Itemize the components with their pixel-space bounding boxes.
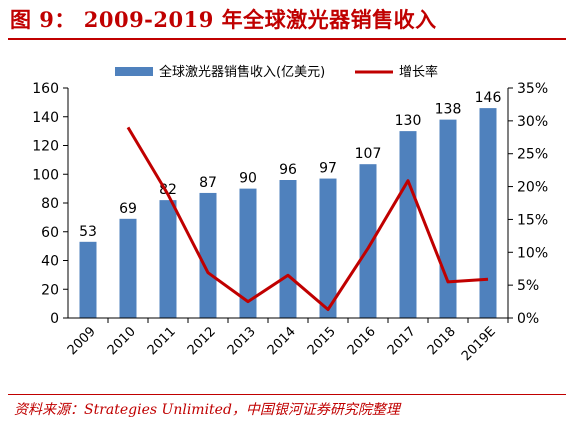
bar-value-label: 69 [119, 201, 137, 217]
x-tick-label: 2012 [185, 324, 219, 358]
bar-value-label: 96 [279, 162, 297, 178]
y2-tick-label: 5% [517, 278, 539, 294]
bar-value-label: 97 [319, 161, 337, 177]
y2-tick-label: 35% [517, 81, 548, 97]
bar-value-label: 138 [435, 102, 462, 118]
legend: 全球激光器销售收入(亿美元) 增长率 [115, 64, 438, 80]
y-tick-label: 20 [41, 282, 59, 298]
bar [159, 200, 177, 318]
bar [479, 108, 497, 318]
bar [399, 131, 417, 318]
y-tick-label: 160 [32, 81, 59, 97]
source-rule [8, 394, 566, 395]
y-tick-label: 40 [41, 254, 59, 270]
bar-value-label: 90 [239, 171, 257, 187]
y-tick-label: 0 [50, 311, 59, 327]
title-rule [8, 38, 566, 40]
bar-value-label: 130 [395, 113, 422, 129]
x-tick-label: 2014 [265, 324, 299, 358]
y-tick-label: 140 [32, 110, 59, 126]
bar-value-label: 107 [355, 146, 382, 162]
y-tick-label: 60 [41, 225, 59, 241]
x-tick-label: 2018 [425, 324, 459, 358]
bar [199, 192, 217, 318]
y2-tick-label: 25% [517, 147, 548, 163]
x-tick-label: 2010 [105, 324, 139, 358]
x-tick-label: 2015 [305, 324, 339, 358]
y-tick-label: 120 [32, 139, 59, 155]
y2-tick-label: 10% [517, 245, 548, 261]
bar-value-label: 53 [79, 224, 97, 240]
bar [279, 180, 297, 318]
x-tick-label: 2009 [65, 324, 99, 358]
growth-rate-line [126, 126, 489, 311]
source-note: 资料来源：Strategies Unlimited，中国银河证券研究院整理 [14, 402, 400, 418]
y-tick-label: 80 [41, 196, 59, 212]
bar-value-label: 146 [475, 90, 502, 106]
figure-title: 图 9： 2009-2019 年全球激光器销售收入 [10, 7, 437, 32]
bar [439, 119, 457, 318]
bar [239, 188, 257, 318]
y2-tick-label: 30% [517, 114, 548, 130]
legend-swatch-bar [115, 67, 153, 76]
y2-tick-label: 20% [517, 180, 548, 196]
bar [79, 241, 97, 318]
bar [319, 178, 337, 318]
y-tick-label: 100 [32, 167, 59, 183]
x-tick-label: 2019E [459, 324, 499, 364]
legend-label-line: 增长率 [399, 64, 438, 80]
bar-value-label: 87 [199, 175, 217, 191]
y2-tick-label: 15% [517, 212, 548, 228]
bar [359, 164, 377, 318]
bar [119, 218, 137, 318]
x-tick-label: 2016 [345, 324, 379, 358]
x-tick-label: 2011 [145, 324, 179, 358]
x-tick-label: 2013 [225, 324, 259, 358]
y2-tick-label: 0% [517, 311, 539, 327]
legend-label-bar: 全球激光器销售收入(亿美元) [159, 64, 325, 80]
x-tick-label: 2017 [385, 324, 419, 358]
